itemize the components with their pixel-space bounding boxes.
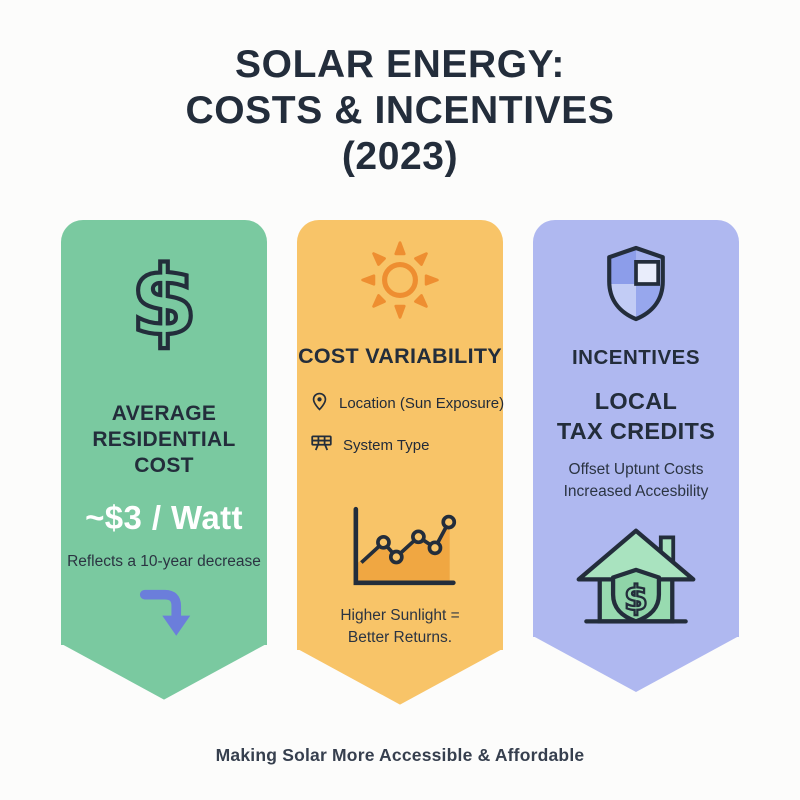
variability-header: COST VARIABILITY — [298, 344, 502, 369]
shield-icon — [600, 244, 672, 329]
variability-column: COST VARIABILITY Location (Sun Exposure) — [297, 220, 504, 705]
list-item-location: Location (Sun Exposure) — [310, 390, 504, 418]
feature-label: System Type — [343, 436, 430, 454]
incentives-column: INCENTIVES LOCAL TAX CREDITS Offset Uptu… — [533, 220, 739, 693]
cost-column: $ AVERAGE RESIDENTIAL COST ~$3 / Watt Re… — [61, 220, 267, 700]
svg-text:$: $ — [131, 246, 198, 354]
page-title: SOLAR ENERGY: COSTS & INCENTIVES (2023) — [185, 43, 615, 179]
variability-banner-tail — [297, 648, 503, 705]
svg-text:$: $ — [624, 579, 648, 619]
price-note: Reflects a 10-year decrease — [67, 553, 261, 571]
list-item-system-type: System Type — [310, 433, 495, 458]
price-value: ~$3 / Watt — [85, 499, 243, 537]
house-shield-dollar-icon: $ — [573, 524, 699, 636]
dollar-sign-icon: $ — [129, 243, 200, 359]
sun-icon — [358, 238, 442, 327]
banner-row: $ AVERAGE RESIDENTIAL COST ~$3 / Watt Re… — [61, 220, 739, 705]
solar-panel-icon — [310, 433, 333, 458]
incentives-subtext: Offset Uptunt Costs Increased Accesbilit… — [563, 460, 709, 501]
incentives-banner-tail — [533, 636, 739, 693]
feature-list: Location (Sun Exposure) — [297, 390, 504, 458]
variability-column-body: COST VARIABILITY Location (Sun Exposure) — [297, 220, 504, 650]
incentives-header: LOCAL TAX CREDITS — [556, 388, 716, 444]
cost-header: AVERAGE RESIDENTIAL COST — [92, 402, 236, 478]
footer-tagline: Making Solar More Accessible & Affordabl… — [215, 744, 585, 765]
curved-down-arrow-icon — [136, 586, 192, 645]
cost-banner-tail — [61, 643, 267, 700]
chart-caption: Higher Sunlight = Better Returns. — [340, 606, 460, 647]
incentives-eyebrow: INCENTIVES — [571, 346, 701, 370]
cost-column-body: $ AVERAGE RESIDENTIAL COST ~$3 / Watt Re… — [61, 220, 267, 645]
location-pin-icon — [310, 390, 329, 418]
growth-chart-icon — [339, 500, 461, 597]
feature-label: Location (Sun Exposure) — [339, 395, 505, 413]
incentives-column-body: INCENTIVES LOCAL TAX CREDITS Offset Uptu… — [533, 220, 739, 638]
